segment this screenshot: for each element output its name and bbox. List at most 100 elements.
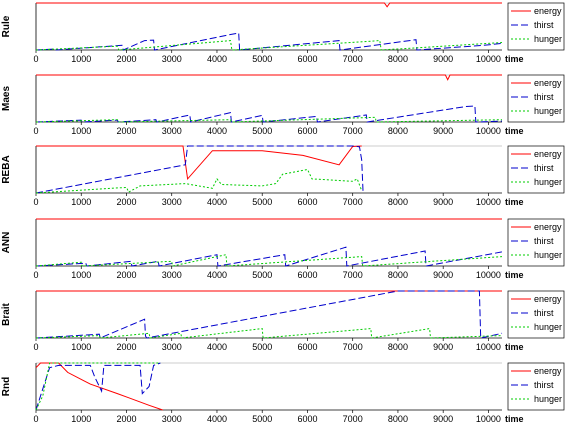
x-tick-label: 4000 xyxy=(207,54,227,64)
x-axis-label: time xyxy=(505,414,524,424)
legend-entry-energy: energy xyxy=(534,149,562,159)
x-tick-label: 5000 xyxy=(252,197,272,207)
x-tick-label: 10000 xyxy=(476,270,501,280)
x-tick-label: 5000 xyxy=(252,270,272,280)
x-tick-label: 1000 xyxy=(71,54,91,64)
x-tick-label: 4000 xyxy=(207,342,227,352)
legend-entry-hunger: hunger xyxy=(534,34,562,44)
x-tick-label: 0 xyxy=(33,126,38,136)
x-tick-label: 6000 xyxy=(297,414,317,424)
legend-entry-energy: energy xyxy=(534,366,562,376)
legend-entry-thirst: thirst xyxy=(534,380,554,390)
x-tick-label: 3000 xyxy=(162,342,182,352)
x-tick-label: 5000 xyxy=(252,126,272,136)
x-tick-label: 0 xyxy=(33,414,38,424)
legend-entry-hunger: hunger xyxy=(534,177,562,187)
series-line-hunger xyxy=(35,40,503,51)
x-tick-label: 8000 xyxy=(388,414,408,424)
x-tick-label: 9000 xyxy=(433,270,453,280)
x-tick-label: 4000 xyxy=(207,197,227,207)
x-tick-label: 6000 xyxy=(297,126,317,136)
legend-entry-thirst: thirst xyxy=(534,236,554,246)
x-tick-label: 2000 xyxy=(116,342,136,352)
x-tick-label: 2000 xyxy=(116,54,136,64)
y-axis-label: Brait xyxy=(1,302,12,325)
x-tick-label: 3000 xyxy=(162,126,182,136)
x-tick-label: 9000 xyxy=(433,197,453,207)
legend-entry-energy: energy xyxy=(534,6,562,16)
series-line-energy xyxy=(36,2,502,8)
x-tick-label: 10000 xyxy=(476,414,501,424)
series-line-energy xyxy=(35,362,163,411)
x-axis-label: time xyxy=(505,270,524,280)
y-axis-label: Rnd xyxy=(1,377,12,396)
series-line-thirst xyxy=(35,290,503,339)
legend-entry-hunger: hunger xyxy=(534,322,562,332)
legend-entry-energy: energy xyxy=(534,222,562,232)
legend: energy thirst hunger xyxy=(507,145,565,194)
x-tick-label: 5000 xyxy=(252,54,272,64)
series-line-energy xyxy=(36,145,362,181)
series-line-thirst xyxy=(35,362,161,411)
series-line-thirst xyxy=(35,145,364,194)
x-tick-label: 2000 xyxy=(116,126,136,136)
x-tick-label: 6000 xyxy=(297,342,317,352)
x-tick-label: 6000 xyxy=(297,197,317,207)
series-line-thirst xyxy=(35,105,503,123)
x-tick-label: 1000 xyxy=(71,197,91,207)
legend-entry-thirst: thirst xyxy=(534,308,554,318)
series-line-hunger xyxy=(35,362,161,411)
x-tick-label: 1000 xyxy=(71,126,91,136)
series-line-hunger xyxy=(35,328,503,339)
x-tick-label: 5000 xyxy=(252,342,272,352)
x-tick-label: 3000 xyxy=(162,270,182,280)
x-tick-label: 7000 xyxy=(343,54,363,64)
x-tick-label: 9000 xyxy=(433,414,453,424)
series-line-hunger xyxy=(35,254,503,267)
x-tick-label: 1000 xyxy=(71,414,91,424)
x-tick-label: 7000 xyxy=(343,126,363,136)
legend-entry-hunger: hunger xyxy=(534,106,562,116)
x-tick-label: 8000 xyxy=(388,342,408,352)
x-tick-label: 5000 xyxy=(252,414,272,424)
x-tick-label: 1000 xyxy=(71,342,91,352)
y-axis-label: Maes xyxy=(1,86,12,111)
x-tick-label: 9000 xyxy=(433,126,453,136)
x-tick-label: 4000 xyxy=(207,126,227,136)
x-tick-label: 7000 xyxy=(343,342,363,352)
x-tick-label: 8000 xyxy=(388,270,408,280)
legend: energy thirst hunger xyxy=(507,362,565,411)
series-line-thirst xyxy=(35,246,503,267)
x-tick-label: 9000 xyxy=(433,54,453,64)
x-tick-label: 4000 xyxy=(207,270,227,280)
y-axis-label: Rule xyxy=(1,15,12,37)
x-tick-label: 7000 xyxy=(343,414,363,424)
legend-entry-thirst: thirst xyxy=(534,92,554,102)
x-axis-label: time xyxy=(505,197,524,207)
chart-panel-2: 0 1000 2000 3000 4000 5000 6000 7000 8000 9000 100… xyxy=(1,145,565,207)
legend: energy thirst hunger xyxy=(507,74,565,123)
legend-entry-hunger: hunger xyxy=(534,394,562,404)
legend: energy thirst hunger xyxy=(507,218,565,267)
x-tick-label: 2000 xyxy=(116,270,136,280)
chart-panel-1: 0 1000 2000 3000 4000 5000 6000 7000 8000 9000 100… xyxy=(1,74,565,136)
x-axis-label: time xyxy=(505,54,524,64)
series-line-energy xyxy=(36,74,502,81)
legend-entry-thirst: thirst xyxy=(534,20,554,30)
chart-panel-5: 0 1000 2000 3000 4000 5000 6000 7000 8000 9000 100… xyxy=(1,362,565,424)
x-tick-label: 3000 xyxy=(162,197,182,207)
x-tick-label: 0 xyxy=(33,342,38,352)
x-tick-label: 3000 xyxy=(162,54,182,64)
x-tick-label: 7000 xyxy=(343,270,363,280)
series-line-thirst xyxy=(35,32,503,51)
x-axis-label: time xyxy=(505,342,524,352)
x-tick-label: 10000 xyxy=(476,54,501,64)
x-tick-label: 6000 xyxy=(297,54,317,64)
chart-panel-3: 0 1000 2000 3000 4000 5000 6000 7000 8000 9000 100… xyxy=(1,218,565,280)
x-tick-label: 8000 xyxy=(388,197,408,207)
series-line-hunger xyxy=(35,116,503,123)
x-tick-label: 10000 xyxy=(476,126,501,136)
x-tick-label: 7000 xyxy=(343,197,363,207)
x-tick-label: 0 xyxy=(33,197,38,207)
